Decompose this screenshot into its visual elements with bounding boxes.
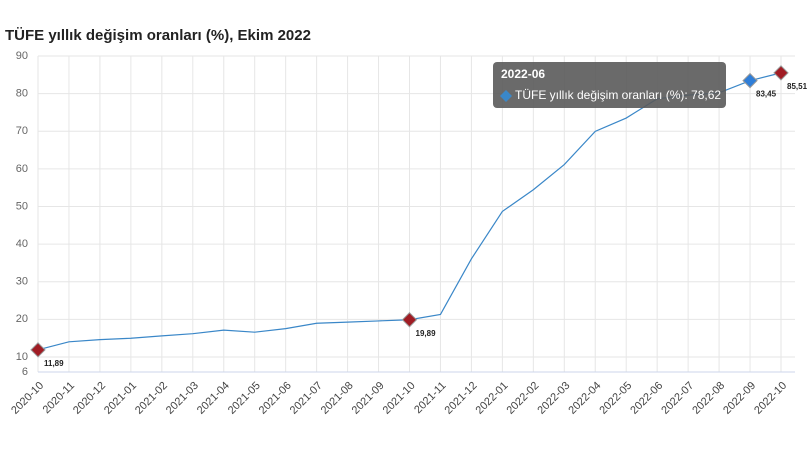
y-tick-label: 6 [22,366,28,378]
data-label: 83,45 [756,90,777,99]
x-tick-label: 2020-10 [9,380,46,417]
tooltip-box [493,62,726,108]
marker [30,342,46,358]
marker [773,65,789,81]
x-tick-label: 2022-05 [597,380,634,417]
y-tick-label: 90 [16,50,28,62]
tooltip-series: TÜFE yıllık değişim oranları (%) [515,88,684,102]
x-tick-label: 2022-01 [474,380,511,417]
x-tick-label: 2021-07 [288,380,325,417]
y-tick-label: 50 [16,200,28,212]
x-tick-label: 2021-09 [350,380,387,417]
x-tick-label: 2021-11 [412,380,448,416]
data-label: 19,89 [416,329,437,338]
y-tick-label: 10 [16,351,28,363]
data-label: 11,89 [44,359,64,368]
x-tick-label: 2021-05 [226,380,263,417]
y-tick-label: 30 [16,276,28,288]
tooltip: 2022-06 TÜFE yıllık değişim oranları (%):… [493,62,726,108]
tooltip-text: TÜFE yıllık değişim oranları (%): 78,62 [515,88,721,102]
tooltip-value: 78,62 [691,88,721,102]
x-tick-label: 2020-11 [41,380,77,416]
x-tick-label: 2021-08 [319,380,356,417]
y-tick-label: 70 [16,125,28,137]
x-tick-label: 2020-12 [71,380,108,417]
x-tick-label: 2021-12 [443,380,480,417]
x-tick-label: 2021-10 [381,380,418,417]
y-tick-label: 60 [16,163,28,175]
x-tick-label: 2022-02 [504,380,541,417]
tooltip-title: 2022-06 [501,67,545,81]
x-tick-label: 2021-02 [133,380,170,417]
chart-title: TÜFE yıllık değişim oranları (%), Ekim 2… [5,27,311,44]
y-tick-label: 40 [16,238,28,250]
x-tick-label: 2022-04 [566,380,603,417]
x-tick-label: 2022-07 [659,380,696,417]
y-tick-label: 20 [16,313,28,325]
x-tick-label: 2022-06 [628,380,665,417]
x-tick-label: 2022-09 [721,380,758,417]
x-tick-label: 2022-08 [690,380,727,417]
marker [401,312,418,328]
y-tick-label: 80 [16,88,28,100]
data-label: 85,51 [787,82,808,91]
x-tick-label: 2021-03 [164,380,201,417]
x-tick-label: 2021-01 [102,380,139,417]
tooltip-sep: : [684,88,691,102]
x-tick-label: 2021-04 [195,380,232,417]
x-tick-label: 2021-06 [257,380,294,417]
x-tick-label: 2022-10 [752,380,789,417]
marker [742,72,758,89]
x-tick-label: 2022-03 [535,380,572,417]
tooltip-icon [500,90,512,102]
